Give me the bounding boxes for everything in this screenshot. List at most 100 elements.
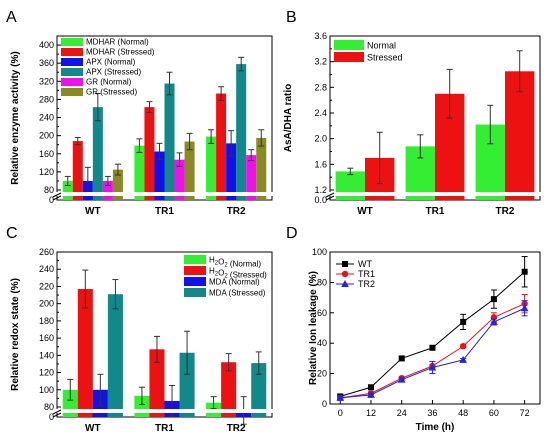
- legend-label: MDA (Stressed): [209, 289, 266, 298]
- y-tick-label: 1.6: [314, 159, 327, 169]
- data-point: [490, 317, 498, 325]
- data-point: [520, 304, 529, 312]
- bar: [256, 137, 267, 200]
- legend-swatch: [184, 255, 206, 264]
- break-mark: [52, 195, 62, 201]
- bar: [505, 71, 535, 201]
- legend-swatch: [184, 277, 206, 286]
- y-tick-label: 0.0: [314, 195, 327, 205]
- y-axis-label: AsA/DHA ratio: [283, 84, 294, 153]
- legend-label: Stressed: [367, 53, 403, 63]
- x-tick-label: TR2: [496, 206, 515, 217]
- x-tick-label: 48: [458, 408, 468, 418]
- data-point: [367, 384, 374, 391]
- bar: [236, 64, 247, 200]
- data-point: [459, 355, 467, 363]
- legend-label: APX (Normal): [86, 58, 136, 67]
- bar: [77, 289, 93, 417]
- y-tick-label: 3.2: [314, 57, 327, 67]
- y-tick-label: 3.6: [314, 31, 327, 41]
- y-axis-label: Relative enzyme activity (%): [10, 51, 21, 184]
- legend-swatch: [334, 52, 364, 62]
- bar: [246, 155, 257, 200]
- panel-c: 080 100 120 140 160 180 200 220 240 260 WT TR1 TR2 Re…: [10, 247, 276, 434]
- panel-b: 0.01.2 1.6 2.0 2.4 2.8 3.2 3.6 WT TR1 TR2 AsA/DHA …: [283, 31, 544, 217]
- panel-letter: B: [286, 9, 297, 26]
- panel-letter: A: [6, 9, 17, 26]
- bar: [62, 180, 73, 200]
- y-tick-label: 100: [39, 385, 54, 395]
- y-tick-label: 400: [39, 40, 54, 50]
- legend-label: H2O2 (Normal): [209, 256, 261, 269]
- break-mark: [52, 192, 62, 198]
- y-tick-label: 100: [312, 247, 327, 257]
- bar: [184, 141, 195, 200]
- series-line: [340, 271, 525, 397]
- bar: [206, 136, 217, 200]
- x-tick-label: 36: [427, 408, 437, 418]
- data-point: [341, 270, 349, 278]
- y-tick-label: 60: [317, 308, 327, 318]
- bar: [226, 143, 237, 200]
- data-point: [460, 318, 467, 325]
- y-tick-label: 1.2: [314, 185, 327, 195]
- bar: [134, 145, 145, 200]
- y-tick-label: 0: [322, 399, 327, 409]
- panel-letter: D: [286, 225, 298, 242]
- data-point: [342, 261, 348, 267]
- y-tick-label: 80: [44, 402, 54, 412]
- y-tick-label: 40: [317, 338, 327, 348]
- break-mark: [325, 192, 335, 198]
- y-axis-label: Relative Ion leakage (%): [308, 271, 319, 385]
- x-tick-label: 12: [366, 408, 376, 418]
- legend-label: WT: [358, 259, 372, 269]
- y-tick-label: 360: [39, 58, 54, 68]
- bar: [149, 349, 165, 417]
- x-tick-label: WT: [85, 423, 101, 434]
- legend-label: MDHAR (Normal): [86, 38, 149, 47]
- y-tick-label: 160: [39, 333, 54, 343]
- bar: [92, 107, 103, 200]
- data-point: [490, 296, 497, 303]
- y-tick-label: 240: [39, 113, 54, 123]
- x-tick-label: TR1: [426, 206, 445, 217]
- y-tick-label: 120: [39, 167, 54, 177]
- bar: [251, 363, 267, 417]
- legend-label: APX (Stressed): [86, 68, 141, 77]
- data-point: [336, 393, 345, 401]
- data-point: [428, 363, 437, 371]
- legend-label: MDHAR (Stressed): [86, 48, 155, 57]
- y-tick-label: 180: [39, 316, 54, 326]
- legend-label: MDA (Normal): [209, 278, 260, 287]
- break-mark: [325, 195, 335, 201]
- bar: [102, 180, 113, 200]
- bar: [164, 83, 175, 200]
- y-tick-label: 140: [39, 350, 54, 360]
- y-tick-label: 220: [39, 281, 54, 291]
- bar: [221, 362, 237, 417]
- x-tick-label: TR1: [155, 206, 174, 217]
- bar: [216, 93, 227, 200]
- legend-label: GR (Normal): [86, 78, 132, 87]
- axis-break: [53, 409, 276, 413]
- x-tick-label: TR1: [155, 423, 174, 434]
- y-tick-label: 120: [39, 368, 54, 378]
- bar: [72, 141, 83, 200]
- data-point: [459, 343, 467, 350]
- x-tick-label: 24: [397, 408, 407, 418]
- x-tick-label: 0: [338, 408, 343, 418]
- legend-label: H2O2 (Stressed): [209, 267, 267, 280]
- legend-swatch: [61, 88, 83, 96]
- legend-swatch: [61, 58, 83, 66]
- y-tick-label: 80: [317, 277, 327, 287]
- y-tick-label: 0: [49, 195, 54, 205]
- axis-break: [326, 192, 544, 196]
- plot-frame: [329, 251, 541, 405]
- data-point: [398, 355, 405, 362]
- series-line: [340, 307, 525, 399]
- bar: [179, 352, 195, 417]
- data-point: [521, 268, 528, 275]
- x-tick-label: TR2: [227, 206, 246, 217]
- y-tick-label: 2.4: [314, 108, 327, 118]
